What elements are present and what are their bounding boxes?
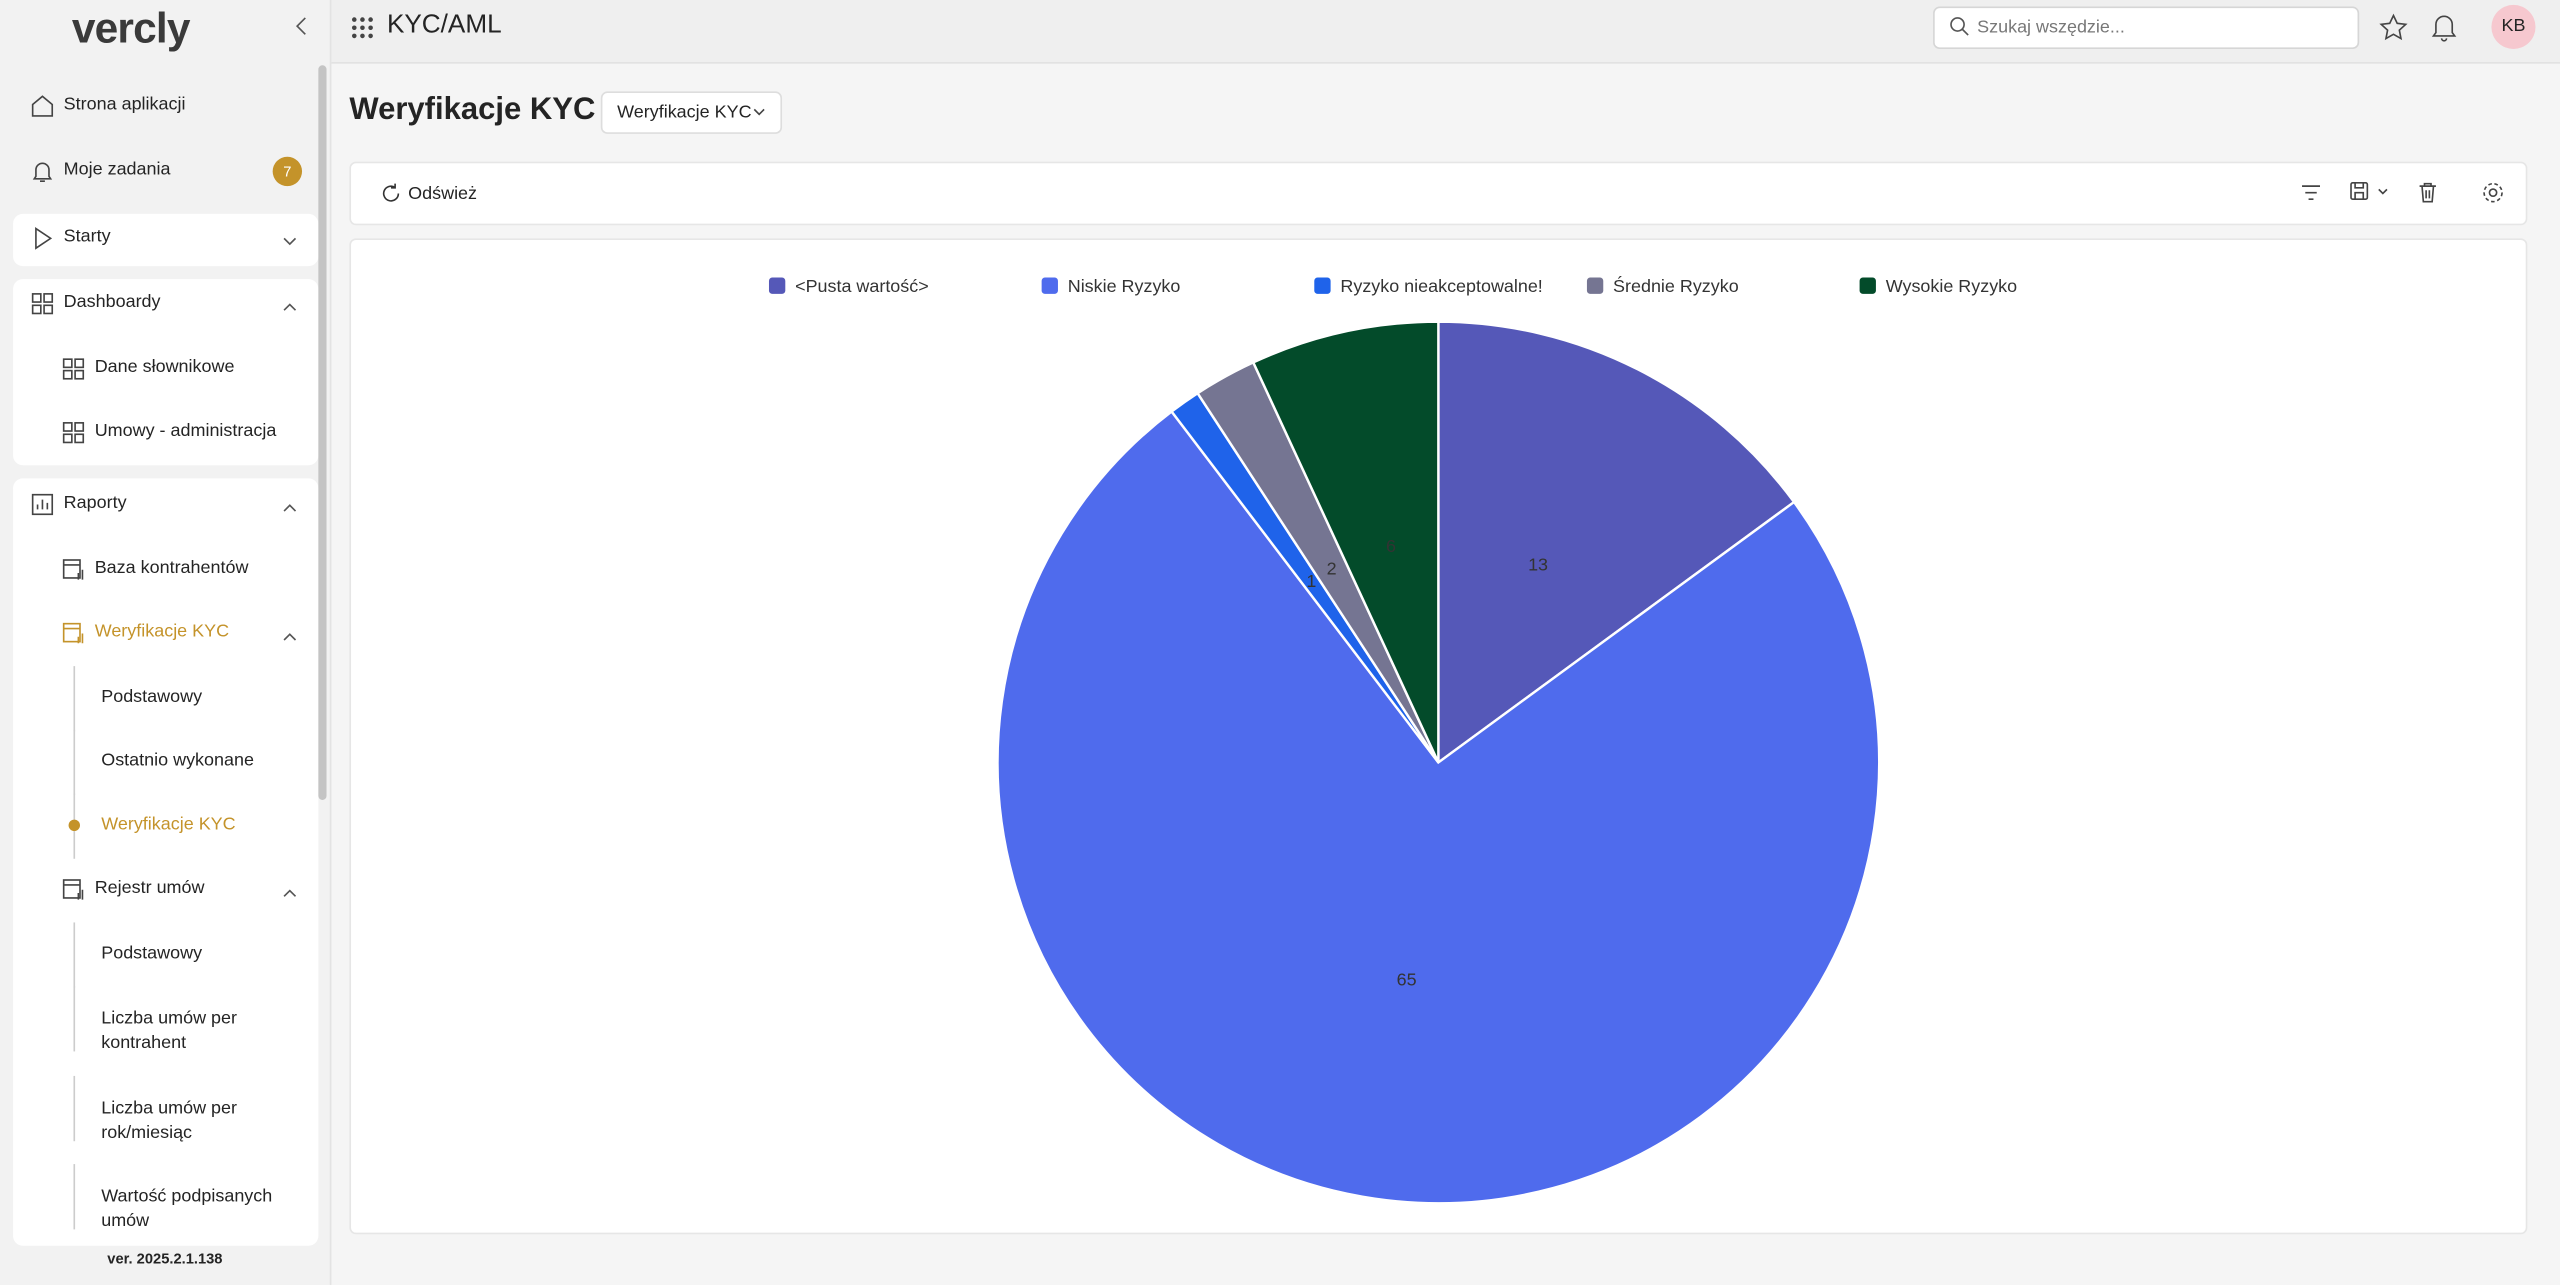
chevron[interactable]: [282, 232, 297, 246]
notifications[interactable]: [2431, 13, 2457, 42]
apps-icon[interactable]: [351, 16, 374, 39]
collapse[interactable]: [294, 16, 310, 36]
toolbar: Odśwież: [349, 161, 2528, 226]
nav-item[interactable]: Liczba umów per rok/miesiąc: [101, 1098, 237, 1143]
chart-card: <Pusta wartość> Niskie Ryzyko Ryzyko nieak…: [349, 238, 2528, 1235]
nav-icon: [60, 877, 86, 903]
avatar[interactable]: KB: [2491, 4, 2536, 49]
data-label: 2: [1327, 558, 1337, 578]
data-label: 1: [1306, 571, 1316, 591]
pie-slice: [996, 409, 1881, 1205]
favorites[interactable]: [2379, 13, 2408, 42]
legend-swatch: [1314, 277, 1331, 294]
refresh-icon: [382, 183, 400, 202]
nav-icon: [60, 620, 86, 646]
filter[interactable]: [2300, 183, 2321, 203]
tree-line: [73, 666, 76, 732]
legend-swatch: [768, 277, 786, 294]
save[interactable]: [2349, 181, 2391, 202]
nav-item[interactable]: Dane słownikowe: [94, 357, 235, 378]
nav-item[interactable]: Podstawowy: [101, 943, 203, 964]
legend-swatch: [1041, 277, 1058, 294]
sidebar: vercly Strona aplikacji Moje zadania 7 Star…: [0, 0, 332, 1285]
card: [13, 213, 319, 267]
legend-label: Niskie Ryzyko: [1068, 276, 1181, 296]
tree-line: [73, 1075, 76, 1142]
data-label: 6: [1386, 536, 1396, 556]
nav-icon: [29, 158, 55, 184]
topbar: KYC/AML Szukaj wszędzie... KB: [331, 0, 2560, 64]
chevron[interactable]: [282, 498, 297, 512]
page-title: Weryfikacje KYC: [349, 93, 596, 128]
pie-slice: [1251, 320, 1440, 763]
scrollbar: [318, 65, 327, 800]
nav-icon: [29, 225, 55, 251]
nav-icon: [29, 291, 55, 317]
nav-icon: [60, 557, 86, 583]
nav-item[interactable]: Rejestr umów: [94, 878, 205, 898]
version: ver. 2025.2.1.138: [107, 1250, 223, 1267]
nav-item[interactable]: Weryfikacje KYC: [101, 814, 236, 835]
nav-item[interactable]: Wartość podpisanych umów: [101, 1186, 273, 1232]
nav-item[interactable]: Weryfikacje KYC: [94, 622, 230, 642]
legend-label: Średnie Ryzyko: [1613, 275, 1739, 296]
view-selector[interactable]: Weryfikacje KYC: [600, 91, 783, 134]
search-placeholder: Szukaj wszędzie...: [1977, 17, 2125, 38]
tree-dot: [68, 819, 80, 832]
delete[interactable]: [2418, 181, 2438, 204]
chevron: [753, 108, 765, 116]
search-icon: [1950, 17, 1969, 36]
nav-item[interactable]: Raporty: [63, 493, 127, 513]
tree-line: [73, 729, 76, 796]
nav-item[interactable]: Baza kontrahentów: [94, 558, 249, 578]
legend-swatch: [1859, 277, 1876, 294]
legend-label: Ryzyko nieakceptowalne!: [1340, 276, 1542, 296]
data-label: 13: [1528, 555, 1548, 575]
nav-item[interactable]: Liczba umów per kontrahent: [101, 1008, 237, 1054]
view-selector-label: Weryfikacje KYC: [617, 102, 752, 123]
tree-line: [73, 922, 76, 988]
nav-item[interactable]: Strona aplikacji: [63, 94, 186, 115]
badge: 7: [272, 156, 303, 187]
refresh-button[interactable]: Odśwież: [408, 184, 478, 205]
tree-line: [73, 986, 76, 1052]
legend-label: Wysokie Ryzyko: [1886, 276, 2017, 296]
nav-item[interactable]: Starty: [63, 226, 111, 247]
chart: <Pusta wartość> Niskie Ryzyko Ryzyko nieak…: [768, 275, 2017, 1205]
chevron[interactable]: [282, 297, 297, 311]
chevron[interactable]: [282, 883, 297, 897]
data-label: 65: [1397, 969, 1417, 989]
tree-line: [73, 1164, 76, 1230]
nav-item[interactable]: Dashboardy: [63, 292, 161, 312]
brand: vercly: [71, 3, 191, 53]
pie-slice: [1437, 320, 1796, 765]
module-title: KYC/AML: [386, 11, 502, 40]
legend-label: <Pusta wartość>: [795, 276, 929, 296]
nav-item[interactable]: Umowy - administracja: [94, 421, 277, 441]
nav-icon: [29, 93, 55, 119]
nav-icon: [60, 420, 86, 446]
settings[interactable]: [2482, 181, 2505, 204]
card: [13, 478, 319, 1246]
nav-item[interactable]: Podstawowy: [101, 687, 203, 707]
nav-item[interactable]: Ostatnio wykonane: [101, 751, 254, 771]
legend-swatch: [1586, 277, 1604, 294]
nav-icon: [29, 491, 55, 517]
search[interactable]: Szukaj wszędzie...: [1933, 6, 2360, 49]
chevron[interactable]: [282, 627, 297, 641]
nav-item[interactable]: Moje zadania: [63, 159, 171, 180]
nav-icon: [60, 356, 86, 382]
